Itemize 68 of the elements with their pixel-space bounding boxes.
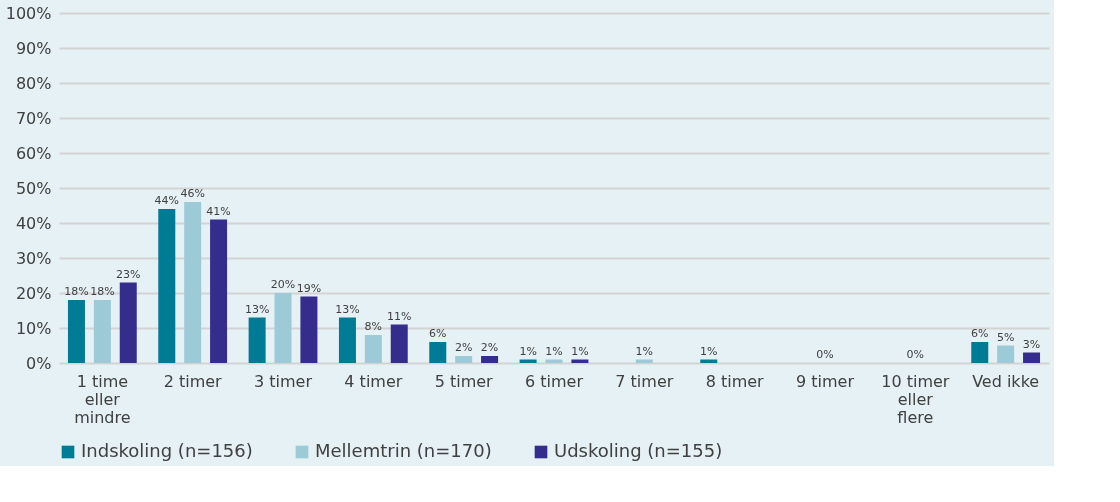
data-label: 1% bbox=[519, 344, 537, 358]
y-tick-label: 40% bbox=[15, 213, 52, 233]
legend-label: Indskoling (n=156) bbox=[81, 440, 253, 461]
legend-label: Udskoling (n=155) bbox=[554, 440, 723, 461]
data-label: 1% bbox=[700, 344, 718, 358]
data-label: 6% bbox=[971, 327, 989, 340]
x-tick-label: 4 timer bbox=[344, 371, 403, 391]
y-tick-label: 20% bbox=[15, 283, 52, 303]
data-label: 19% bbox=[296, 281, 322, 295]
bar bbox=[997, 345, 1015, 363]
x-tick-label: 6 timer bbox=[525, 371, 584, 391]
bar bbox=[429, 342, 447, 363]
y-tick-label: 30% bbox=[15, 248, 52, 268]
bar bbox=[67, 300, 85, 363]
legend-label: Mellemtrin (n=170) bbox=[315, 440, 492, 461]
y-tick-label: 10% bbox=[15, 318, 52, 338]
data-label: 41% bbox=[206, 204, 231, 218]
y-tick-label: 80% bbox=[15, 73, 52, 93]
x-tick-label: 9 timer bbox=[795, 371, 855, 391]
data-label: 5% bbox=[996, 330, 1015, 344]
x-tick-label: 8 timer bbox=[705, 371, 765, 391]
data-label: 20% bbox=[270, 278, 296, 291]
y-tick-label: 0% bbox=[26, 353, 52, 373]
y-tick-label: 100% bbox=[5, 3, 52, 23]
data-label: 0% bbox=[816, 348, 834, 361]
bar bbox=[158, 209, 176, 363]
data-label: 2% bbox=[454, 341, 473, 354]
x-tick-label: 10 timer eller flere bbox=[881, 371, 950, 427]
data-label: 46% bbox=[180, 187, 205, 200]
data-label: 8% bbox=[364, 320, 383, 333]
bar bbox=[300, 296, 318, 363]
x-tick-label: 2 timer bbox=[163, 371, 223, 391]
data-label: 18% bbox=[90, 285, 115, 298]
data-label: 1% bbox=[635, 344, 654, 358]
bar bbox=[248, 317, 266, 363]
y-tick-label: 70% bbox=[15, 108, 52, 128]
x-tick-label: 7 timer bbox=[615, 371, 674, 391]
x-tick-label: Ved ikke bbox=[972, 371, 1040, 391]
x-tick-label: 1 time eller mindre bbox=[74, 371, 131, 427]
bar bbox=[1023, 352, 1041, 363]
data-label: 44% bbox=[154, 194, 180, 207]
bar bbox=[481, 356, 499, 363]
data-label: 23% bbox=[116, 267, 141, 281]
bar bbox=[184, 202, 202, 363]
data-label: 11% bbox=[387, 309, 412, 323]
data-label: 1% bbox=[545, 344, 563, 358]
bar bbox=[390, 324, 408, 363]
bar bbox=[274, 293, 292, 363]
x-tick-label: 5 timer bbox=[434, 371, 494, 391]
bar bbox=[364, 335, 382, 363]
data-label: 13% bbox=[335, 302, 360, 316]
bar bbox=[119, 282, 137, 363]
y-tick-label: 50% bbox=[15, 178, 52, 198]
data-label: 3% bbox=[1022, 337, 1041, 351]
data-label: 0% bbox=[906, 348, 925, 361]
data-label: 2% bbox=[480, 341, 499, 354]
y-tick-label: 60% bbox=[15, 143, 52, 163]
bar bbox=[971, 342, 989, 363]
data-label: 18% bbox=[64, 285, 89, 298]
bar bbox=[455, 356, 473, 363]
x-tick-label: 3 timer bbox=[254, 371, 313, 391]
data-label: 13% bbox=[244, 302, 270, 316]
bar bbox=[93, 300, 111, 363]
y-tick-label: 90% bbox=[15, 38, 52, 58]
bar bbox=[210, 219, 228, 363]
data-label: 1% bbox=[571, 344, 589, 358]
bar bbox=[338, 317, 356, 363]
data-label: 6% bbox=[429, 327, 447, 340]
